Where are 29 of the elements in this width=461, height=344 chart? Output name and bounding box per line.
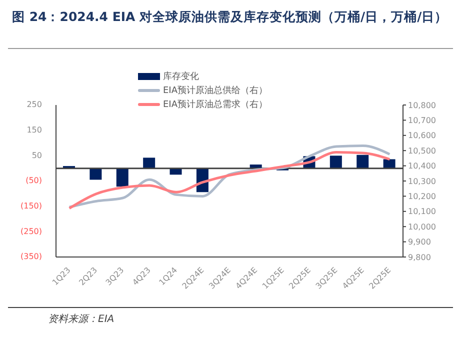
legend-label: EIA预计原油总需求（右） xyxy=(163,98,268,110)
chart-title: 图 24：2024.4 EIA 对全球原油供需及库存变化预测（万桶/日，万桶/日） xyxy=(8,8,453,49)
bar xyxy=(143,158,156,168)
y-tick-label: 150 xyxy=(26,126,42,135)
y-tick-label: 50 xyxy=(32,150,42,160)
legend-label: 库存变化 xyxy=(163,70,199,82)
bar xyxy=(90,168,102,180)
legend-label: EIA预计原油总供给（右） xyxy=(163,84,268,96)
y2-tick-label: 9,900 xyxy=(408,238,431,247)
y-tick-label: (50) xyxy=(26,176,42,186)
y2-tick-label: 10,200 xyxy=(408,192,436,202)
y2-tick-label: 10,600 xyxy=(408,131,436,140)
y2-tick-label: 10,800 xyxy=(408,100,436,110)
y2-tick-label: 9,800 xyxy=(408,252,431,262)
y2-tick-label: 10,300 xyxy=(408,176,436,186)
y-tick-label: 250 xyxy=(26,100,42,110)
y2-tick-label: 10,700 xyxy=(408,116,436,126)
y-tick-label: (250) xyxy=(20,226,42,236)
bar xyxy=(356,154,369,168)
y2-tick-label: 10,100 xyxy=(408,207,436,216)
y-tick-label: (350) xyxy=(20,252,42,262)
text: 资料来源：EIA xyxy=(48,312,116,326)
bar xyxy=(116,168,128,187)
y2-tick-label: 10,000 xyxy=(408,222,436,232)
y2-tick-label: 10,400 xyxy=(408,162,436,171)
bar xyxy=(383,159,396,168)
bar xyxy=(330,156,342,168)
y-tick-label: (150) xyxy=(20,202,42,211)
y2-tick-label: 10,500 xyxy=(408,146,436,156)
